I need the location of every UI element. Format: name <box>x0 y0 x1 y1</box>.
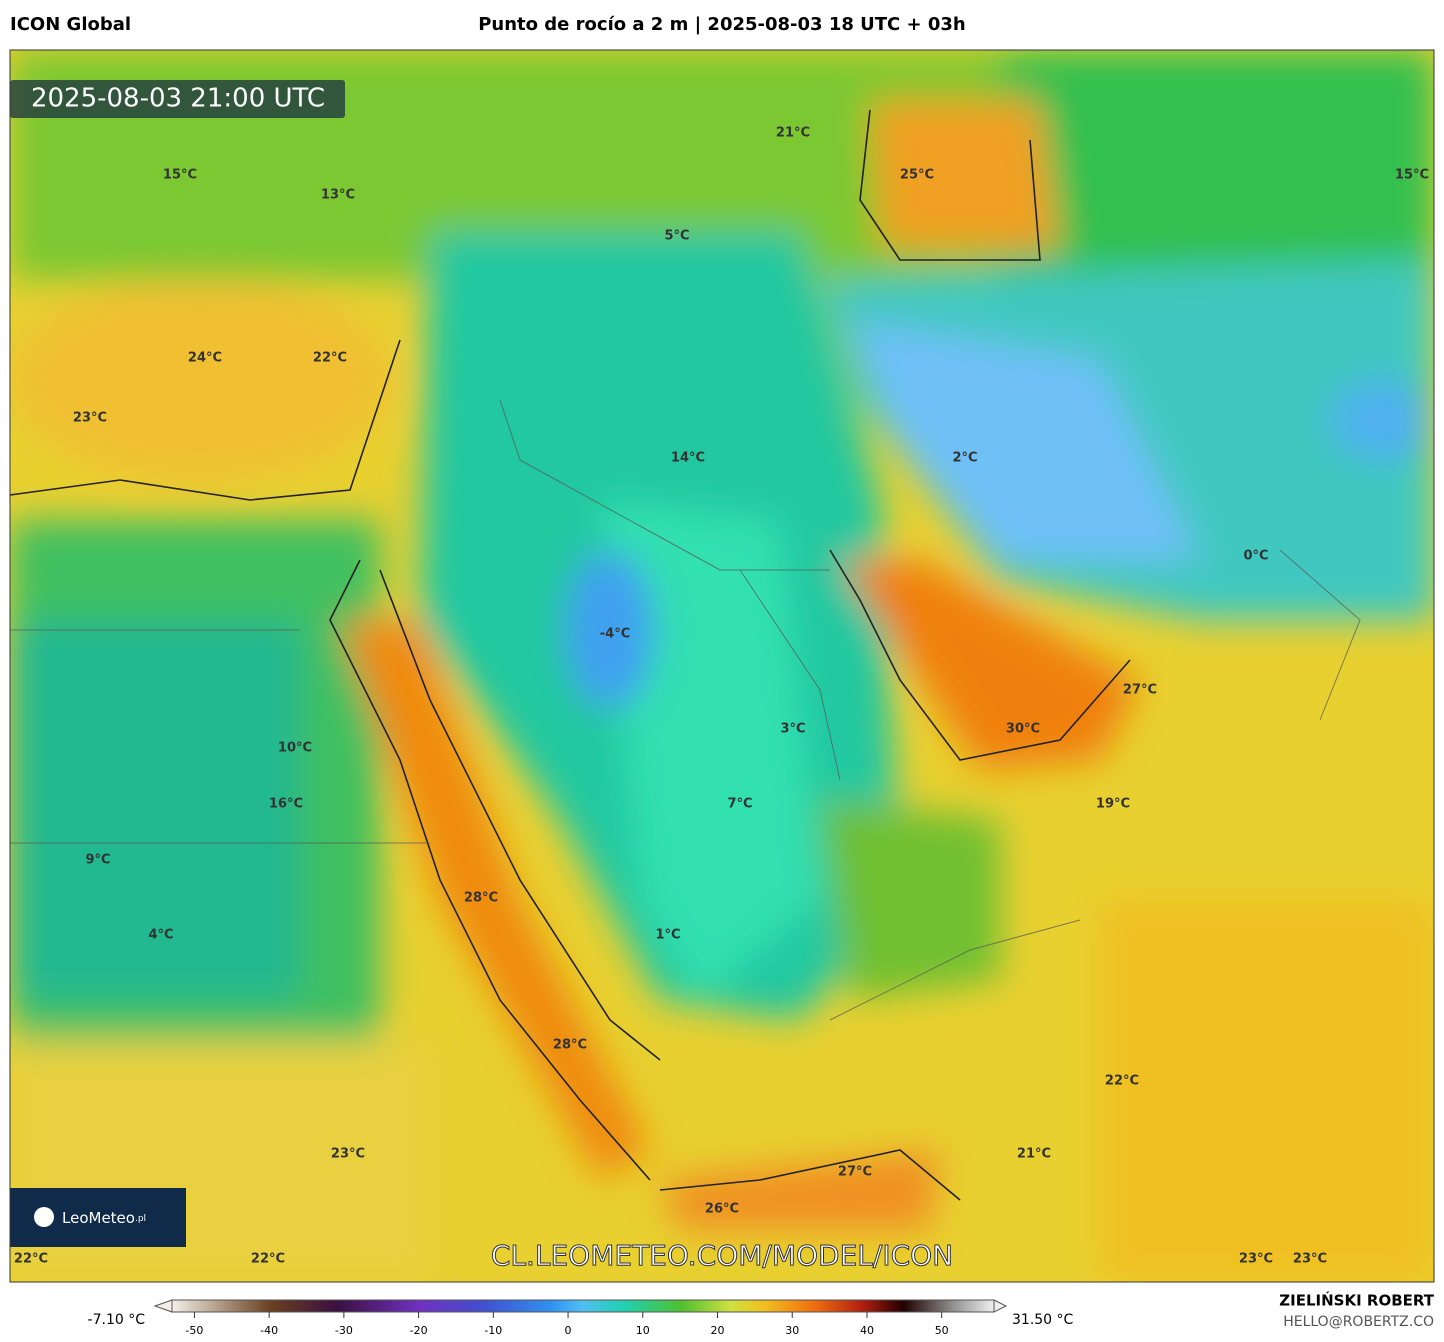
map-label: 15°C <box>1395 168 1429 183</box>
map-frame <box>9 49 1435 1283</box>
colorbar <box>171 1299 995 1313</box>
timestamp-box <box>10 80 345 118</box>
map-label: 22°C <box>1105 1074 1139 1089</box>
map-label: -4°C <box>600 627 630 642</box>
map: 15°C 13°C 24°C 22°C 23°C 21°C 5°C 25°C 15°C 14°C 2… <box>10 50 1434 1282</box>
colorbar-tick-label: 20 <box>711 1324 725 1337</box>
map-label: 22°C <box>14 1252 48 1267</box>
colorbar-tick-label: -10 <box>484 1324 502 1337</box>
timestamp: 2025-08-03 21:00 UTC <box>31 84 325 114</box>
map-label: 13°C <box>321 188 355 203</box>
map-label: 28°C <box>464 891 498 906</box>
colorbar-tick-label: 50 <box>935 1324 949 1337</box>
map-label: 15°C <box>163 168 197 183</box>
map-label: 22°C <box>313 351 347 366</box>
colorbar-tick-label: -50 <box>185 1324 203 1337</box>
map-label: 27°C <box>1123 683 1157 698</box>
colorbar-tick-label: 40 <box>860 1324 874 1337</box>
colorbar-high-arrow <box>993 1299 1008 1313</box>
colorbar-low-arrow <box>153 1299 173 1313</box>
map-label: 5°C <box>664 229 689 244</box>
map-label: 26°C <box>705 1202 739 1217</box>
model-name: ICON Global <box>10 14 131 35</box>
map-label: 21°C <box>1017 1147 1051 1162</box>
map-label: 30°C <box>1006 722 1040 737</box>
map-label: 0°C <box>1243 549 1268 564</box>
map-label: 24°C <box>188 351 222 366</box>
borders <box>10 399 1361 1021</box>
colorbar-tick-label: 10 <box>636 1324 650 1337</box>
watermark: CL.LEOMETEO.COM/MODEL/ICON <box>491 1239 953 1272</box>
colorbar-tick-label: -20 <box>410 1324 428 1337</box>
map-label: 23°C <box>73 411 107 426</box>
map-label: 23°C <box>331 1147 365 1162</box>
map-label: 10°C <box>278 741 312 756</box>
logo-sun <box>34 1207 54 1227</box>
map-label: 23°C <box>1239 1252 1273 1267</box>
colorbar-tick-label: 0 <box>565 1324 572 1337</box>
colorbar-tick-label: -30 <box>335 1324 353 1337</box>
colorbar-max: 31.50 °C <box>1012 1312 1074 1328</box>
map-label: 22°C <box>251 1252 285 1267</box>
author: ZIELIŃSKI ROBERT <box>1279 1291 1434 1310</box>
map-label: 23°C <box>1293 1252 1327 1267</box>
map-label: 9°C <box>85 853 110 868</box>
map-label: 2°C <box>952 451 977 466</box>
logo-text: LeoMeteo.pl <box>62 1209 146 1227</box>
map-label: 3°C <box>780 722 805 737</box>
colorbar-tick-label: -40 <box>260 1324 278 1337</box>
map-label: 21°C <box>776 126 810 141</box>
map-title: Punto de rocío a 2 m | 2025-08-03 18 UTC… <box>478 14 966 35</box>
map-label: 25°C <box>900 168 934 183</box>
map-label: 19°C <box>1096 797 1130 812</box>
colorbar-tick-label: 30 <box>785 1324 799 1337</box>
map-label: 7°C <box>727 797 752 812</box>
map-label: 28°C <box>553 1038 587 1053</box>
map-label: 1°C <box>655 928 680 943</box>
map-label: 27°C <box>838 1165 872 1180</box>
email: HELLO@ROBERTZ.CO <box>1283 1314 1434 1330</box>
map-label: 16°C <box>269 797 303 812</box>
map-label: 14°C <box>671 451 705 466</box>
map-label: 4°C <box>148 928 173 943</box>
coastlines <box>10 109 1131 1201</box>
colorbar-min: -7.10 °C <box>88 1312 146 1328</box>
